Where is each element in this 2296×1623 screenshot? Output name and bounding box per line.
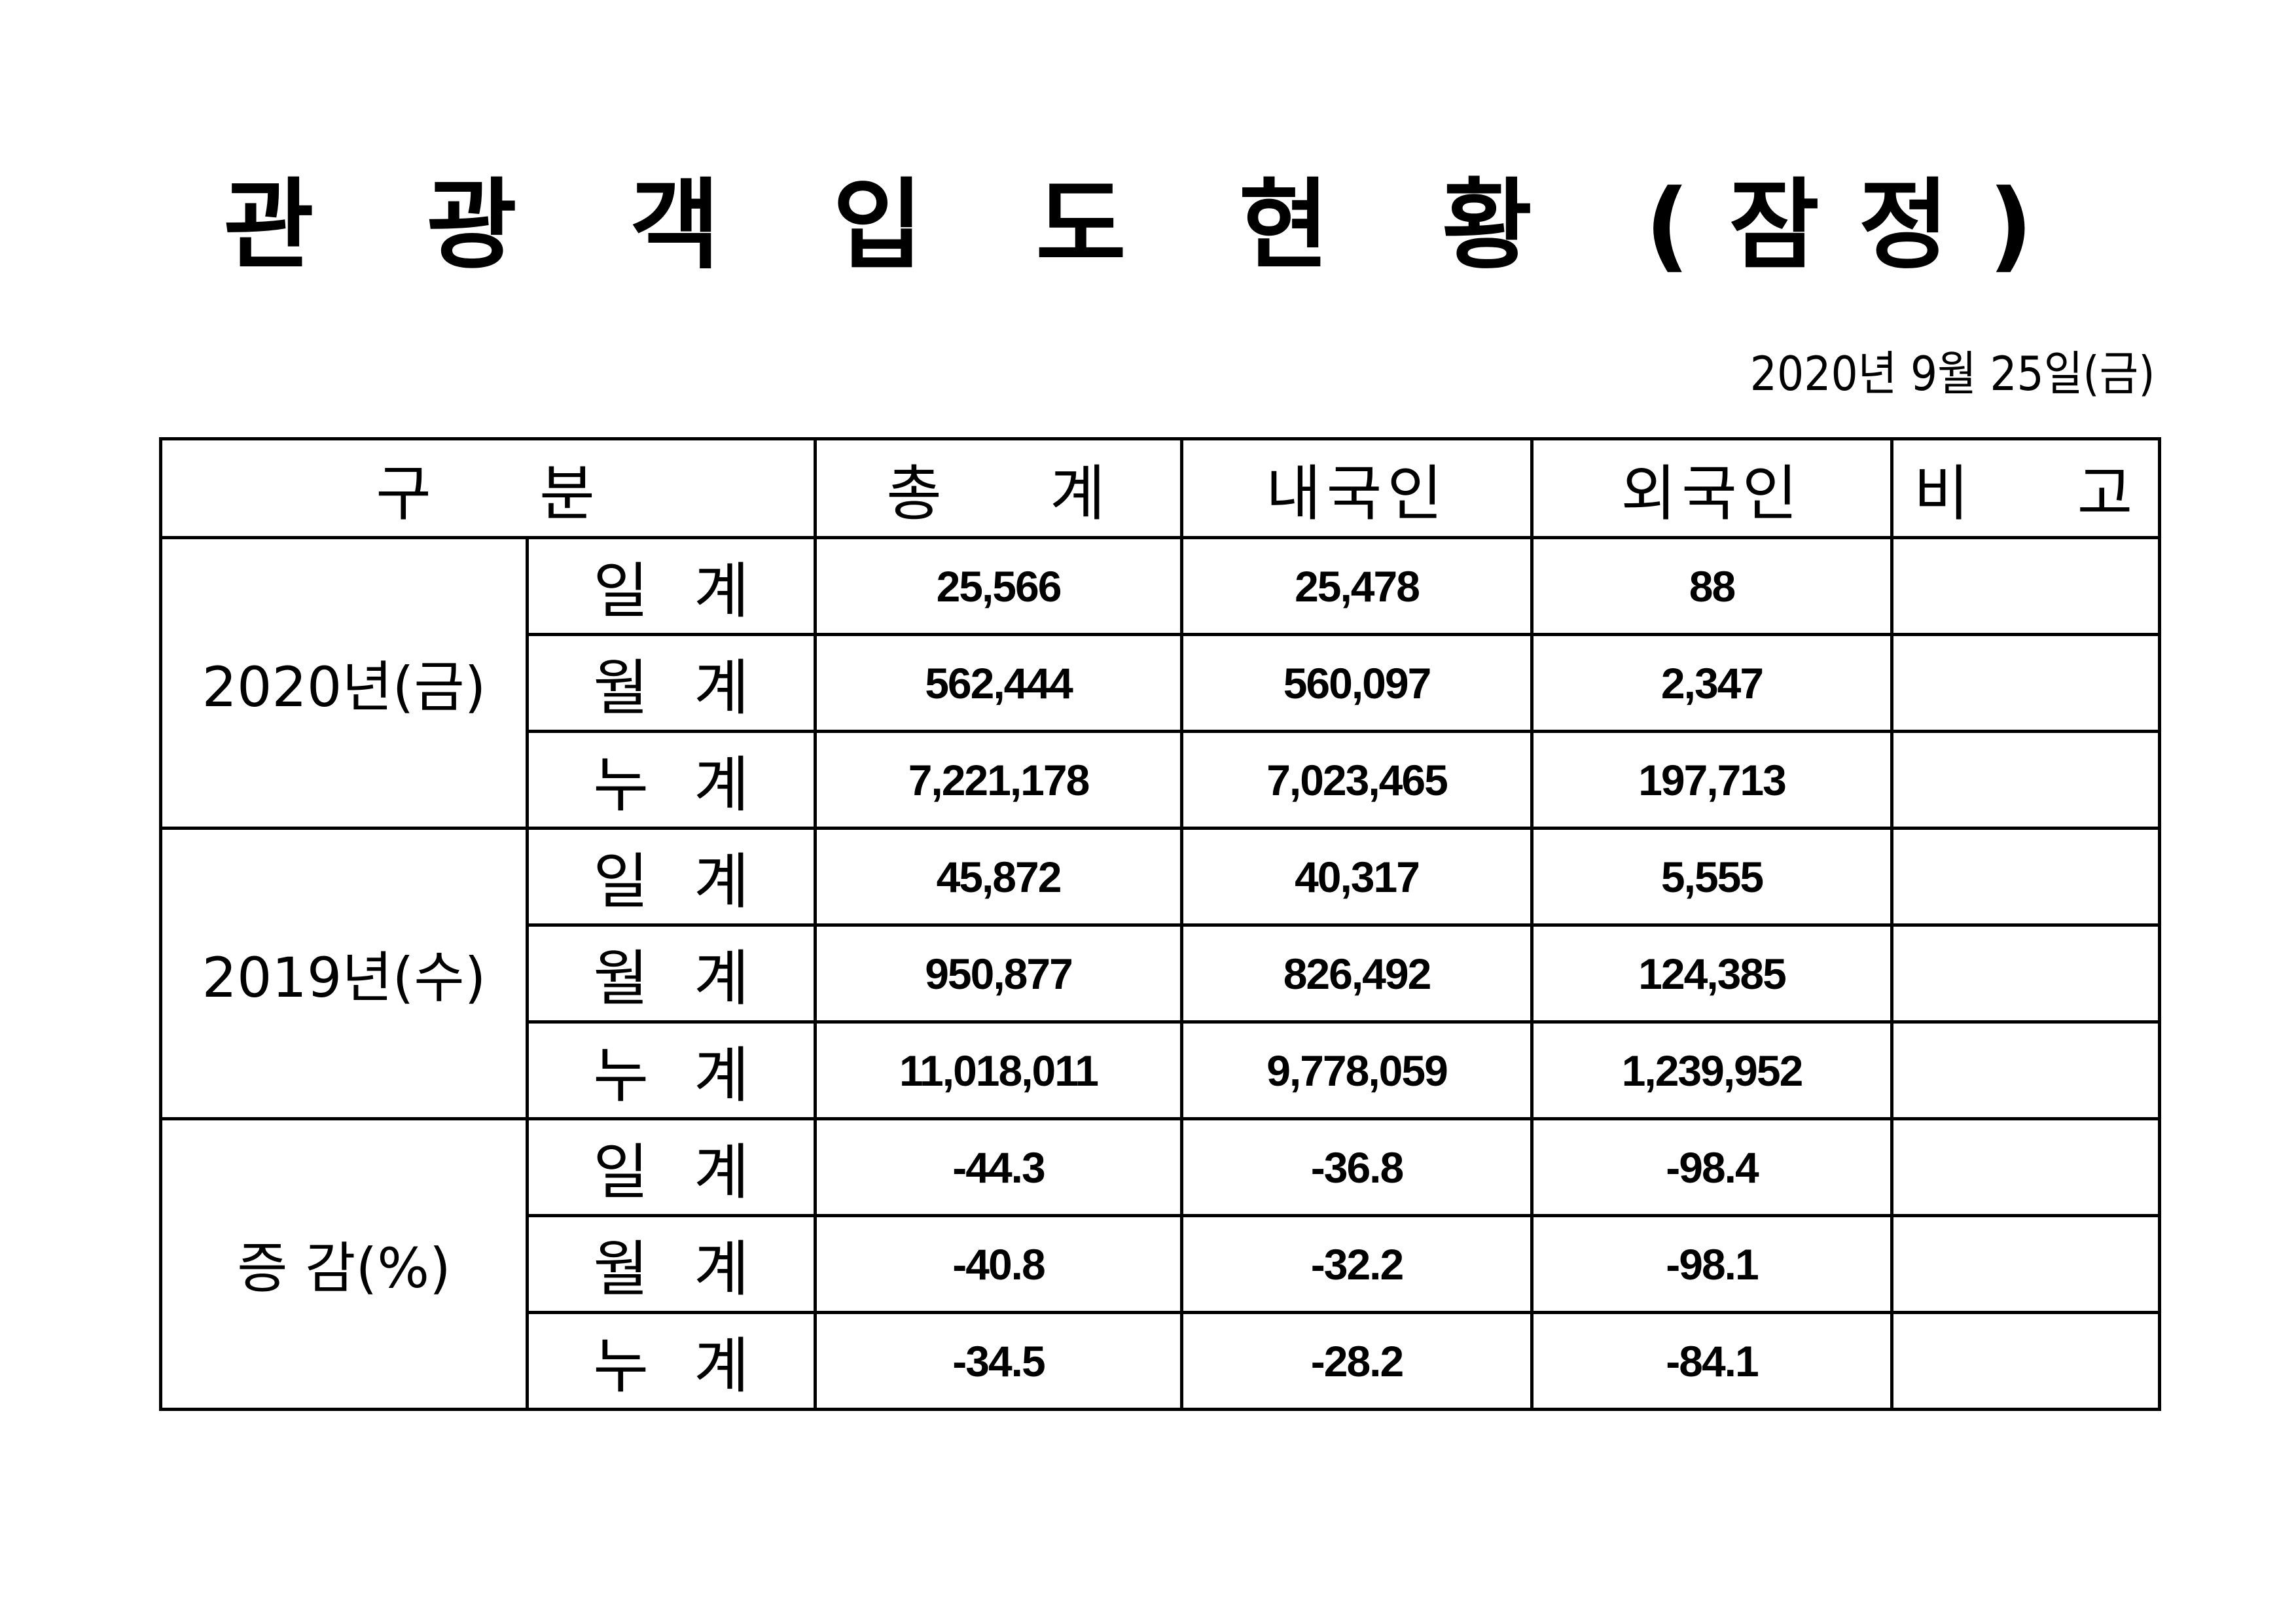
cell-total: 45,872: [814, 827, 1183, 927]
cell-total: 950,877: [814, 923, 1183, 1024]
row-type-label: 누 계: [526, 1020, 817, 1120]
cell-total: -34.5: [814, 1311, 1183, 1411]
cell-domestic: 826,492: [1180, 923, 1534, 1024]
row-type-label: 월 계: [526, 923, 817, 1024]
cell-remarks: [1890, 1311, 2161, 1411]
row-type-label: 누 계: [526, 1311, 817, 1411]
cell-foreign: 1,239,952: [1530, 1020, 1893, 1120]
row-type-label: 월 계: [526, 1214, 817, 1314]
header-row: 구 분 총 계 내국인 외국인 비 고: [159, 437, 2161, 539]
row-type-label: 일 계: [526, 536, 817, 636]
row-type-label: 일 계: [526, 827, 817, 927]
group-label-2020: 2020년(금): [159, 536, 529, 830]
table-row: 월 계 562,444 560,097 2,347: [161, 633, 2161, 733]
cell-domestic: 560,097: [1180, 633, 1534, 733]
cell-domestic: -28.2: [1180, 1311, 1534, 1411]
cell-domestic: 25,478: [1180, 536, 1534, 636]
row-type-label: 일 계: [526, 1117, 817, 1217]
cell-foreign: -98.4: [1530, 1117, 1893, 1217]
cell-remarks: [1890, 827, 2161, 927]
cell-foreign: 5,555: [1530, 827, 1893, 927]
tourist-arrivals-table: 구 분 총 계 내국인 외국인 비 고 2020년(금) 일 계 25,566 …: [159, 437, 2161, 1411]
cell-total: -40.8: [814, 1214, 1183, 1314]
cell-domestic: 7,023,465: [1180, 730, 1534, 830]
table-row: 2019년(수) 일 계 45,872 40,317 5,555: [159, 827, 2161, 1120]
cell-foreign: 124,385: [1530, 923, 1893, 1024]
cell-foreign: -84.1: [1530, 1311, 1893, 1411]
header-domestic: 내국인: [1180, 437, 1534, 539]
table-row: 증 감(%) 일 계 -44.3 -36.8 -98.4: [159, 1117, 2161, 1411]
group-label-change: 증 감(%): [159, 1117, 529, 1411]
row-type-label: 월 계: [526, 633, 817, 733]
group-label-2019: 2019년(수): [159, 827, 529, 1120]
cell-remarks: [1890, 536, 2161, 636]
header-category: 구 분: [159, 437, 817, 539]
header-remarks: 비 고: [1890, 437, 2161, 539]
cell-foreign: 197,713: [1530, 730, 1893, 830]
cell-remarks: [1890, 633, 2161, 733]
cell-remarks: [1890, 1214, 2161, 1314]
cell-total: 7,221,178: [814, 730, 1183, 830]
cell-total: 11,018,011: [814, 1020, 1183, 1120]
report-date: 2020년 9월 25일(금): [1750, 346, 2155, 401]
cell-remarks: [1890, 923, 2161, 1024]
cell-remarks: [1890, 1020, 2161, 1120]
cell-foreign: -98.1: [1530, 1214, 1893, 1314]
cell-domestic: 9,778,059: [1180, 1020, 1534, 1120]
table-row: 누 계 11,018,011 9,778,059 1,239,952: [161, 1020, 2161, 1120]
cell-remarks: [1890, 730, 2161, 830]
cell-remarks: [1890, 1117, 2161, 1217]
cell-domestic: -36.8: [1180, 1117, 1534, 1217]
cell-foreign: 88: [1530, 536, 1893, 636]
page-title: 관 광 객 입 도 현 황 (잠정): [223, 169, 2073, 283]
cell-total: 25,566: [814, 536, 1183, 636]
header-foreign: 외국인: [1530, 437, 1893, 539]
table-row: 누 계 7,221,178 7,023,465 197,713: [161, 730, 2161, 830]
cell-total: 562,444: [814, 633, 1183, 733]
cell-domestic: 40,317: [1180, 827, 1534, 927]
table-row: 월 계 -40.8 -32.2 -98.1: [161, 1214, 2161, 1314]
row-type-label: 누 계: [526, 730, 817, 830]
table-row: 월 계 950,877 826,492 124,385: [161, 923, 2161, 1024]
cell-domestic: -32.2: [1180, 1214, 1534, 1314]
table-row: 2020년(금) 일 계 25,566 25,478 88: [159, 536, 2161, 830]
table-row: 누 계 -34.5 -28.2 -84.1: [161, 1311, 2161, 1411]
cell-foreign: 2,347: [1530, 633, 1893, 733]
header-total: 총 계: [814, 437, 1183, 539]
cell-total: -44.3: [814, 1117, 1183, 1217]
